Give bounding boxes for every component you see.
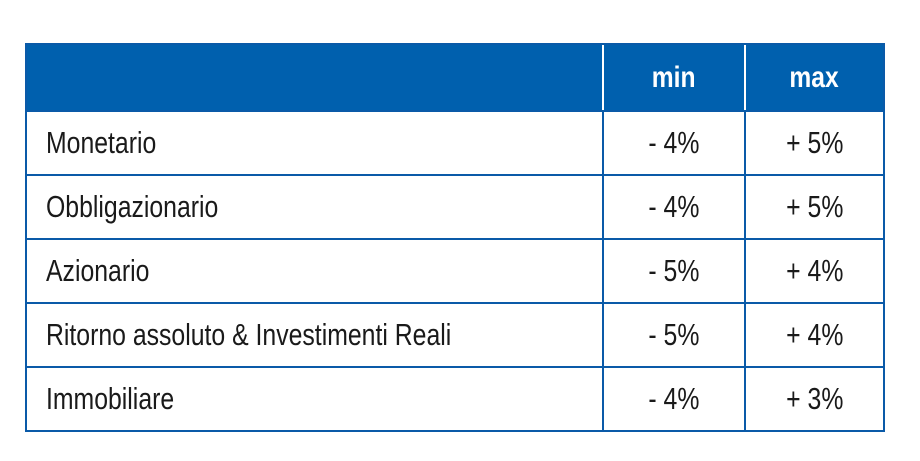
header-max-cell: max — [744, 45, 883, 110]
row-max-cell: + 3% — [744, 368, 883, 430]
row-min-cell: - 4% — [602, 112, 744, 174]
table-row: Immobiliare - 4% + 3% — [27, 366, 883, 430]
table-header-row: min max — [27, 45, 883, 110]
table-row: Azionario - 5% + 4% — [27, 238, 883, 302]
row-min-value: - 4% — [648, 381, 700, 416]
row-label: Obbligazionario — [46, 189, 219, 224]
row-max-value: + 4% — [785, 317, 844, 352]
row-label-cell: Azionario — [27, 240, 602, 302]
row-label-cell: Immobiliare — [27, 368, 602, 430]
table-row: Ritorno assoluto & Investimenti Reali - … — [27, 302, 883, 366]
row-label: Azionario — [46, 253, 150, 288]
row-label-cell: Monetario — [27, 112, 602, 174]
row-min-value: - 4% — [648, 125, 700, 160]
row-max-cell: + 4% — [744, 240, 883, 302]
row-min-cell: - 5% — [602, 240, 744, 302]
row-max-value: + 5% — [785, 189, 844, 224]
header-min: min — [652, 60, 696, 94]
header-label-cell — [27, 45, 602, 110]
row-min-cell: - 5% — [602, 304, 744, 366]
header-max: max — [789, 60, 840, 94]
row-min-value: - 4% — [648, 189, 700, 224]
header-min-cell: min — [602, 45, 744, 110]
row-min-value: - 5% — [648, 253, 700, 288]
row-min-cell: - 4% — [602, 176, 744, 238]
allocation-table: min max Monetario - 4% + 5% Obbligaziona… — [25, 43, 885, 432]
table-row: Obbligazionario - 4% + 5% — [27, 174, 883, 238]
row-label: Ritorno assoluto & Investimenti Reali — [46, 317, 452, 352]
row-min-cell: - 4% — [602, 368, 744, 430]
row-max-cell: + 5% — [744, 176, 883, 238]
row-label-cell: Ritorno assoluto & Investimenti Reali — [27, 304, 602, 366]
row-max-cell: + 5% — [744, 112, 883, 174]
row-label: Monetario — [46, 125, 157, 160]
row-max-value: + 5% — [785, 125, 844, 160]
row-max-value: + 3% — [785, 381, 844, 416]
row-min-value: - 5% — [648, 317, 700, 352]
row-max-cell: + 4% — [744, 304, 883, 366]
row-max-value: + 4% — [785, 253, 844, 288]
row-label-cell: Obbligazionario — [27, 176, 602, 238]
table-row: Monetario - 4% + 5% — [27, 110, 883, 174]
row-label: Immobiliare — [46, 381, 175, 416]
